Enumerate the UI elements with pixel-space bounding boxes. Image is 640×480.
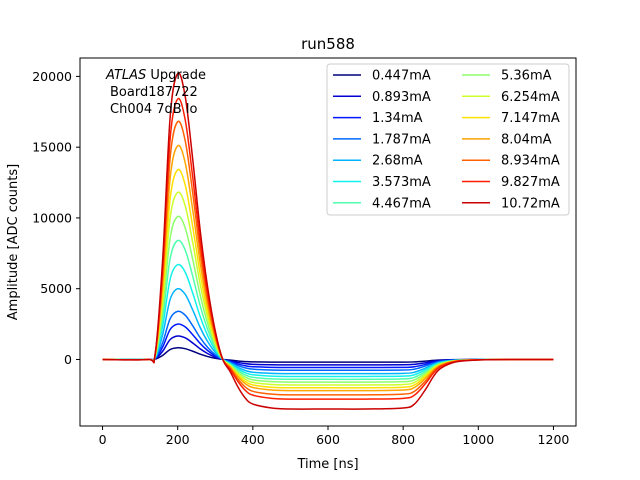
annotation-board: Board187722: [110, 85, 198, 100]
y-tick-label: 15000: [32, 140, 72, 155]
series-line-8.04mA: [102, 144, 554, 392]
legend-frame: [326, 63, 570, 216]
series-line-0.893mA: [102, 335, 554, 366]
series-line-6.254mA: [102, 191, 554, 386]
y-tick-label: 5000: [40, 281, 72, 296]
x-tick-label: 1200: [538, 432, 570, 447]
x-tick-label: 800: [391, 432, 415, 447]
legend-label: 4.467mA: [372, 196, 431, 211]
chart-title: run588: [301, 35, 355, 53]
series-line-0.447mA: [102, 346, 554, 363]
x-tick-label: 0: [99, 432, 107, 447]
x-tick-label: 200: [166, 432, 190, 447]
legend-label: 8.04mA: [501, 132, 552, 147]
y-axis-label: Amplitude [ADC counts]: [6, 164, 21, 320]
y-tick-label: 20000: [32, 69, 72, 84]
y-tick-label: 0: [64, 352, 72, 367]
series-line-8.934mA: [102, 120, 554, 396]
legend-label: 3.573mA: [372, 175, 431, 190]
legend-label: 5.36mA: [501, 69, 552, 84]
x-axis-label: Time [ns]: [296, 457, 358, 472]
annotation-atlas: ATLAS: [105, 68, 146, 83]
series-line-1.787mA: [102, 310, 554, 371]
series-line-2.68mA: [102, 287, 554, 375]
legend-label: 6.254mA: [501, 90, 560, 105]
series-layer: [102, 72, 554, 410]
series-line-4.467mA: [102, 239, 554, 381]
annotation-upgrade: Upgrade: [146, 68, 206, 83]
legend-label: 0.893mA: [372, 90, 431, 105]
legend-label: 2.68mA: [372, 154, 423, 169]
series-line-1.34mA: [102, 323, 554, 369]
series-line-9.827mA: [102, 97, 554, 400]
annotation-channel: Ch004 7dB lo: [110, 102, 197, 117]
y-tick-label: 10000: [32, 210, 72, 225]
legend: 0.447mA 0.893mA 1.34mA 1.787mA 2.68mA 3.573mA…: [326, 63, 570, 216]
legend-label: 10.72mA: [501, 196, 560, 211]
x-axis: 0 200 400 600 800 1000 1200: [99, 426, 570, 447]
x-tick-label: 600: [316, 432, 340, 447]
legend-label: 9.827mA: [501, 175, 560, 190]
x-tick-label: 1000: [462, 432, 494, 447]
x-tick-label: 400: [241, 432, 265, 447]
atlas-annotation: ATLAS Upgrade Board187722 Ch004 7dB lo: [105, 68, 206, 117]
svg-text:ATLAS Upgrade: ATLAS Upgrade: [105, 68, 206, 83]
series-line-10.72mA: [102, 72, 554, 410]
y-axis: 0 5000 10000 15000 20000: [32, 69, 80, 367]
legend-label: 1.34mA: [372, 111, 423, 126]
legend-label: 0.447mA: [372, 69, 431, 84]
legend-label: 8.934mA: [501, 154, 560, 169]
legend-label: 7.147mA: [501, 111, 560, 126]
legend-label: 1.787mA: [372, 132, 431, 147]
